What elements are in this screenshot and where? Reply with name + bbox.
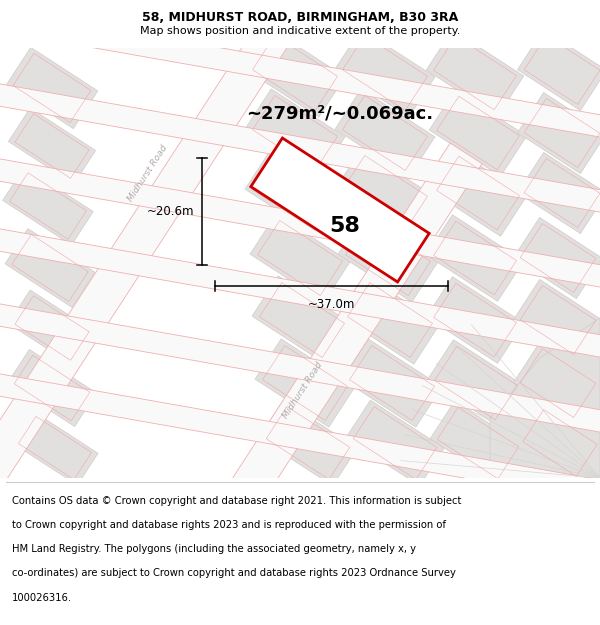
Polygon shape	[0, 223, 600, 363]
Polygon shape	[517, 92, 600, 174]
Polygon shape	[514, 217, 600, 299]
Polygon shape	[0, 78, 600, 218]
Text: Midhurst Road: Midhurst Road	[127, 143, 170, 203]
Text: to Crown copyright and database rights 2023 and is reproduced with the permissio: to Crown copyright and database rights 2…	[12, 520, 446, 530]
Polygon shape	[12, 411, 98, 485]
Polygon shape	[342, 339, 442, 427]
Polygon shape	[426, 277, 524, 363]
Polygon shape	[8, 290, 95, 366]
Text: ~37.0m: ~37.0m	[308, 298, 355, 311]
Polygon shape	[0, 368, 600, 508]
Polygon shape	[259, 400, 357, 486]
Polygon shape	[245, 89, 345, 177]
Polygon shape	[8, 108, 95, 184]
Polygon shape	[245, 29, 345, 117]
Polygon shape	[178, 143, 482, 583]
Polygon shape	[514, 279, 600, 361]
Polygon shape	[3, 167, 93, 245]
Polygon shape	[429, 150, 527, 236]
Text: Contains OS data © Crown copyright and database right 2021. This information is : Contains OS data © Crown copyright and d…	[12, 496, 461, 506]
Text: ~279m²/~0.069ac.: ~279m²/~0.069ac.	[247, 104, 434, 122]
Polygon shape	[335, 29, 435, 117]
Text: 100026316.: 100026316.	[12, 592, 72, 602]
Polygon shape	[335, 149, 435, 237]
Text: ~20.6m: ~20.6m	[146, 205, 194, 218]
Polygon shape	[245, 149, 345, 237]
Polygon shape	[490, 318, 600, 478]
Polygon shape	[338, 214, 438, 302]
Polygon shape	[8, 349, 97, 426]
Polygon shape	[0, 153, 600, 293]
Polygon shape	[427, 340, 525, 426]
Polygon shape	[252, 276, 352, 364]
Polygon shape	[0, 3, 600, 143]
Polygon shape	[250, 214, 350, 302]
Text: HM Land Registry. The polygons (including the associated geometry, namely x, y: HM Land Registry. The polygons (includin…	[12, 544, 416, 554]
Polygon shape	[255, 339, 355, 427]
Polygon shape	[516, 404, 600, 482]
Polygon shape	[426, 30, 524, 116]
Text: 58: 58	[329, 216, 361, 236]
Polygon shape	[251, 138, 429, 282]
Polygon shape	[430, 401, 526, 485]
Text: 58, MIDHURST ROAD, BIRMINGHAM, B30 3RA: 58, MIDHURST ROAD, BIRMINGHAM, B30 3RA	[142, 11, 458, 24]
Polygon shape	[426, 215, 524, 301]
Polygon shape	[429, 90, 527, 176]
Text: Midhurst Road: Midhurst Road	[281, 360, 325, 420]
Polygon shape	[335, 89, 435, 177]
Text: co-ordinates) are subject to Crown copyright and database rights 2023 Ordnance S: co-ordinates) are subject to Crown copyr…	[12, 568, 456, 578]
Polygon shape	[0, 0, 377, 497]
Polygon shape	[340, 276, 440, 364]
Polygon shape	[514, 342, 600, 424]
Polygon shape	[517, 29, 600, 111]
Polygon shape	[6, 48, 98, 129]
Polygon shape	[5, 229, 95, 308]
Text: Map shows position and indicative extent of the property.: Map shows position and indicative extent…	[140, 26, 460, 36]
Polygon shape	[0, 298, 600, 438]
Polygon shape	[346, 400, 444, 486]
Polygon shape	[517, 152, 600, 234]
